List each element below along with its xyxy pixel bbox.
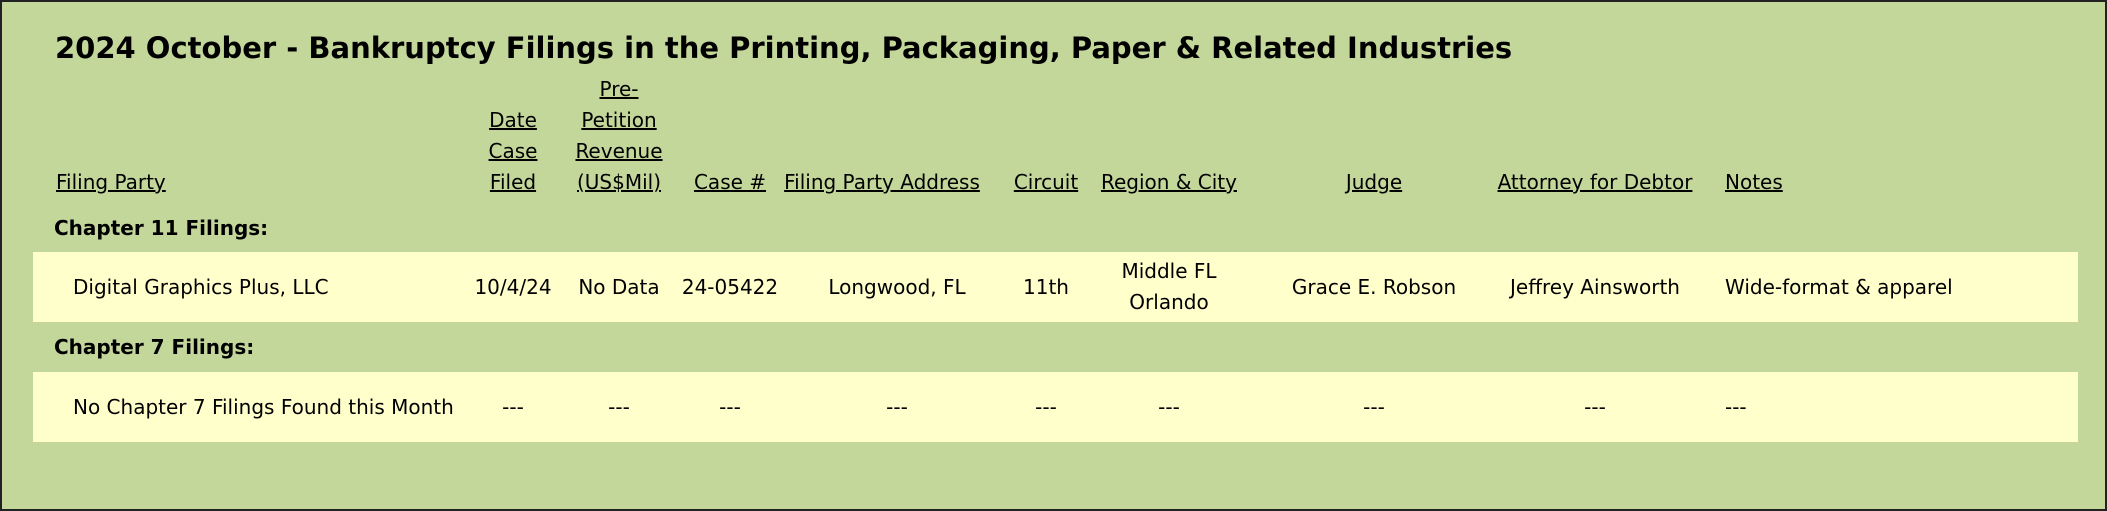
column-header: Notes xyxy=(1725,170,1783,194)
title: 2024 October - Bankruptcy Filings in the… xyxy=(55,31,1513,65)
column-header: Filing Party xyxy=(56,170,166,194)
section-label: Chapter 7 Filings: xyxy=(54,335,255,359)
cell: 10/4/24 xyxy=(474,274,552,299)
cell: --- xyxy=(886,394,908,419)
column-header: Filing Party Address xyxy=(784,170,980,194)
row-band xyxy=(33,252,2078,322)
column-header: Pre- Petition Revenue (US$Mil) xyxy=(575,77,663,194)
cell: --- xyxy=(1725,394,1747,419)
cell: --- xyxy=(1158,394,1180,419)
cell: --- xyxy=(719,394,741,419)
section-label: Chapter 11 Filings: xyxy=(54,216,269,240)
cell: Wide-format & apparel xyxy=(1725,274,1953,299)
column-header: Judge xyxy=(1345,170,1403,194)
cell: --- xyxy=(502,394,524,419)
cell: Longwood, FL xyxy=(828,274,966,299)
cell: Middle FL Orlando xyxy=(1121,259,1217,314)
column-header: Attorney for Debtor xyxy=(1497,170,1693,194)
cell: Jeffrey Ainsworth xyxy=(1510,274,1680,299)
cell: --- xyxy=(1363,394,1385,419)
column-header: Date Case Filed xyxy=(488,108,538,194)
row-band xyxy=(33,372,2078,442)
cell: 11th xyxy=(1023,274,1069,299)
cell: Grace E. Robson xyxy=(1291,274,1457,299)
column-header: Region & City xyxy=(1101,170,1237,194)
cell: --- xyxy=(1584,394,1606,419)
column-header: Case # xyxy=(693,170,767,194)
cell: 24-05422 xyxy=(681,274,779,299)
cell: --- xyxy=(1035,394,1057,419)
cell: No Data xyxy=(578,274,660,299)
cell: --- xyxy=(608,394,630,419)
column-header: Circuit xyxy=(1013,170,1079,194)
cell: No Chapter 7 Filings Found this Month xyxy=(73,394,454,419)
cell: Digital Graphics Plus, LLC xyxy=(73,274,329,299)
